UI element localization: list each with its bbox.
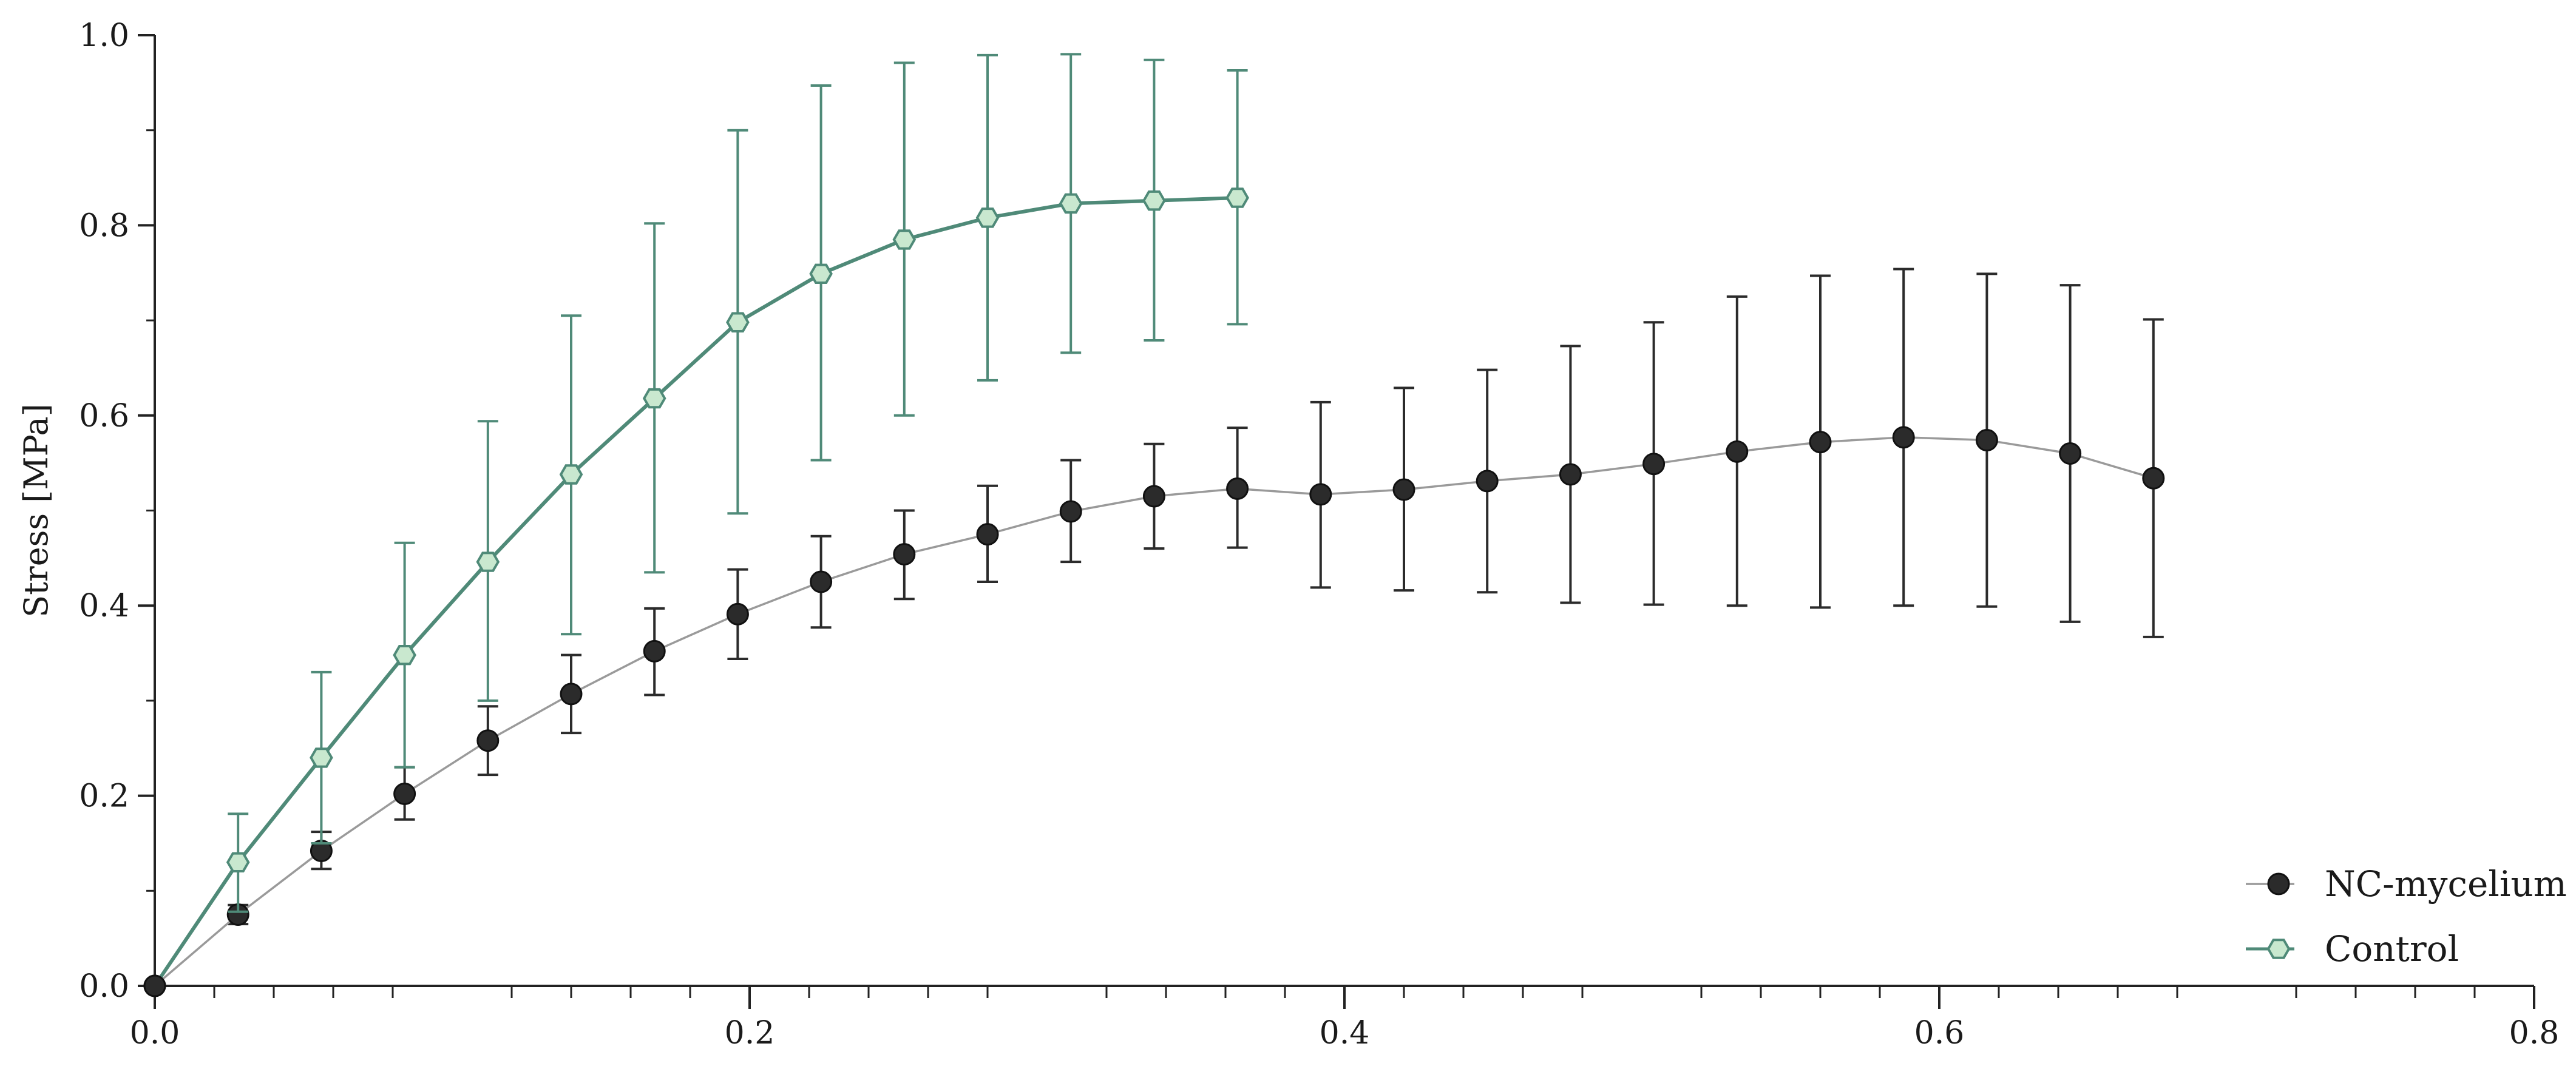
y-tick-label: 0.6 — [79, 398, 129, 434]
data-point — [1476, 470, 1499, 493]
data-point — [1642, 453, 1666, 476]
data-point — [560, 683, 583, 706]
data-point — [1142, 190, 1166, 211]
data-point — [476, 729, 500, 752]
x-tick-label: 0.8 — [2509, 1015, 2560, 1051]
axes: 0.0 0.2 0.4 0.6 0.8 1.0 0.0 0.2 0.4 0.6 0.8 Stress … — [17, 18, 2559, 1051]
y-tick-label: 1.0 — [79, 18, 129, 54]
y-tick-label: 0.2 — [79, 778, 129, 815]
legend-marker — [2267, 872, 2290, 895]
series-line — [153, 196, 1238, 987]
data-point — [642, 388, 666, 409]
y-axis-title: Stress [MPa] — [17, 403, 55, 618]
data-point — [976, 523, 999, 546]
x-tick-label: 0.2 — [725, 1015, 775, 1051]
data-point — [393, 645, 416, 666]
series-layer — [143, 53, 2165, 997]
y-tick-label: 0.0 — [79, 968, 129, 1005]
data-point — [1392, 478, 1415, 501]
data-point — [1309, 483, 1332, 506]
legend-label: Control — [2325, 928, 2459, 970]
data-point — [1892, 426, 1915, 449]
data-point — [310, 747, 333, 768]
data-point — [1142, 485, 1165, 508]
data-point — [1059, 193, 1083, 214]
data-point — [726, 602, 749, 626]
data-point — [1059, 500, 1082, 523]
x-tick-label: 0.0 — [130, 1015, 180, 1051]
data-point — [559, 464, 583, 485]
data-point — [2142, 467, 2165, 490]
data-point — [1225, 187, 1249, 208]
x-tick-label: 0.4 — [1320, 1015, 1370, 1051]
y-tick-label: 0.8 — [79, 207, 129, 244]
data-point — [1226, 477, 1249, 500]
data-point — [975, 207, 1000, 228]
legend-label: NC-mycelium — [2325, 863, 2567, 905]
data-point — [143, 974, 166, 997]
data-point — [2059, 442, 2082, 465]
data-point — [810, 570, 833, 593]
legend-marker — [2266, 939, 2291, 959]
data-point — [1809, 431, 1832, 454]
data-point — [809, 263, 833, 284]
data-point — [643, 639, 666, 663]
legend: NC-mycelium Control — [2246, 863, 2567, 970]
data-point — [1559, 463, 1582, 486]
series-nc-mycelium — [143, 268, 2165, 997]
data-point — [892, 229, 917, 250]
data-point — [226, 852, 250, 872]
y-tick-label: 0.4 — [79, 588, 129, 624]
series-control — [143, 53, 1249, 997]
data-point — [1726, 440, 1749, 463]
data-point — [393, 782, 416, 805]
data-point — [726, 312, 750, 332]
x-tick-label: 0.6 — [1914, 1015, 1965, 1051]
data-point — [893, 543, 916, 566]
data-point — [1975, 429, 1998, 452]
data-point — [476, 551, 500, 572]
